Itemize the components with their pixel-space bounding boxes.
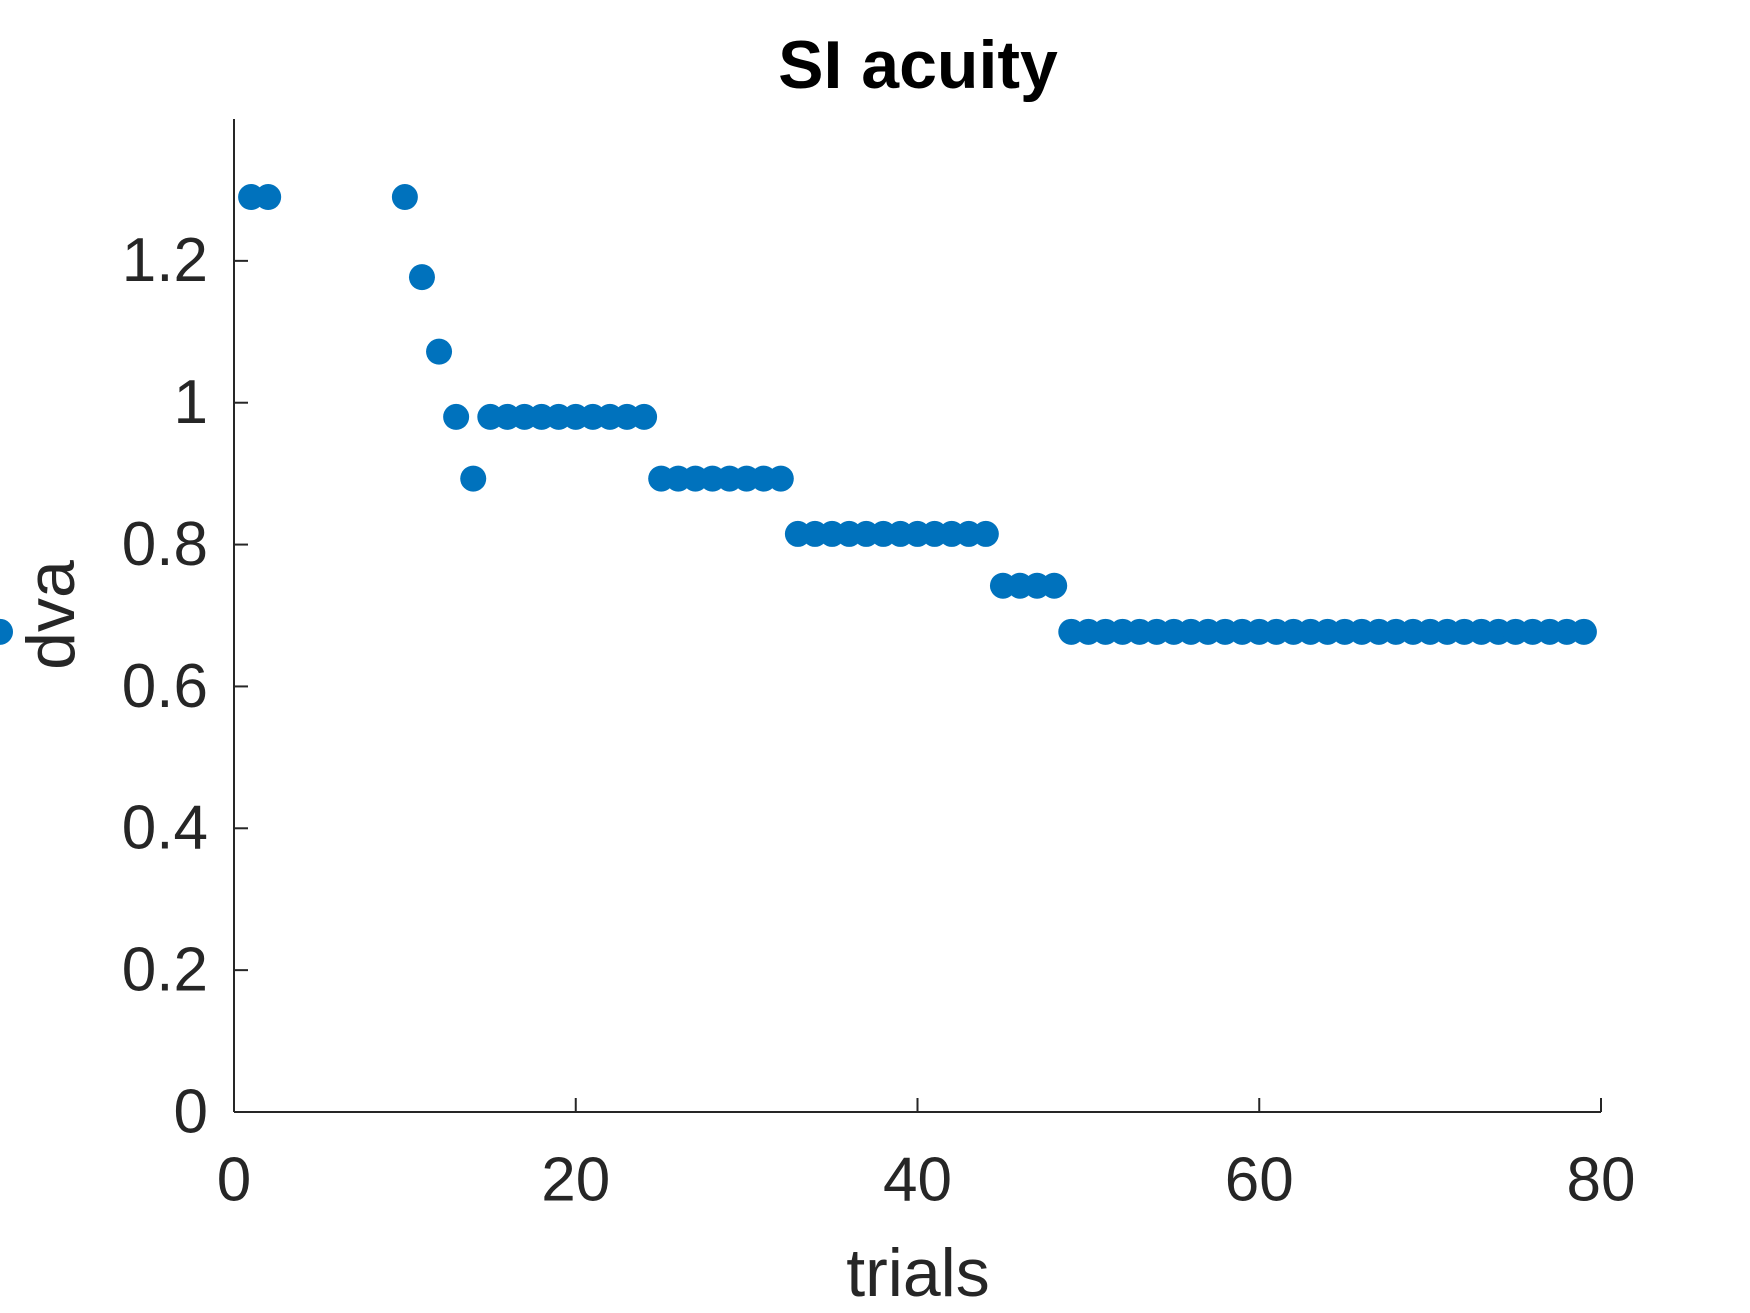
point	[0, 618, 13, 645]
x-tick-label: 40	[883, 1145, 952, 1214]
y-axis-label: dva	[13, 560, 89, 670]
point	[1570, 618, 1597, 645]
point	[767, 465, 794, 492]
y-tick-label: 0.8	[122, 510, 208, 579]
x-tick-label: 60	[1225, 1145, 1294, 1214]
point	[460, 465, 487, 492]
y-tick-label: 0.2	[122, 936, 208, 1005]
y-tick-label: 0.4	[122, 794, 208, 863]
point	[426, 338, 453, 365]
chart-title: SI acuity	[778, 27, 1058, 103]
x-axis-label: trials	[846, 1235, 990, 1311]
y-tick-label: 0	[174, 1077, 208, 1146]
x-tick-label: 20	[541, 1145, 610, 1214]
point	[255, 184, 282, 211]
point	[1041, 572, 1068, 599]
point	[631, 403, 658, 430]
point	[972, 520, 999, 547]
point	[391, 184, 418, 211]
point	[408, 264, 435, 291]
x-tick-label: 80	[1567, 1145, 1636, 1214]
y-tick-label: 1.2	[122, 226, 208, 295]
point	[443, 403, 470, 430]
y-tick-label: 0.6	[122, 652, 208, 721]
y-tick-label: 1	[174, 368, 208, 437]
x-tick-label: 0	[217, 1145, 251, 1214]
